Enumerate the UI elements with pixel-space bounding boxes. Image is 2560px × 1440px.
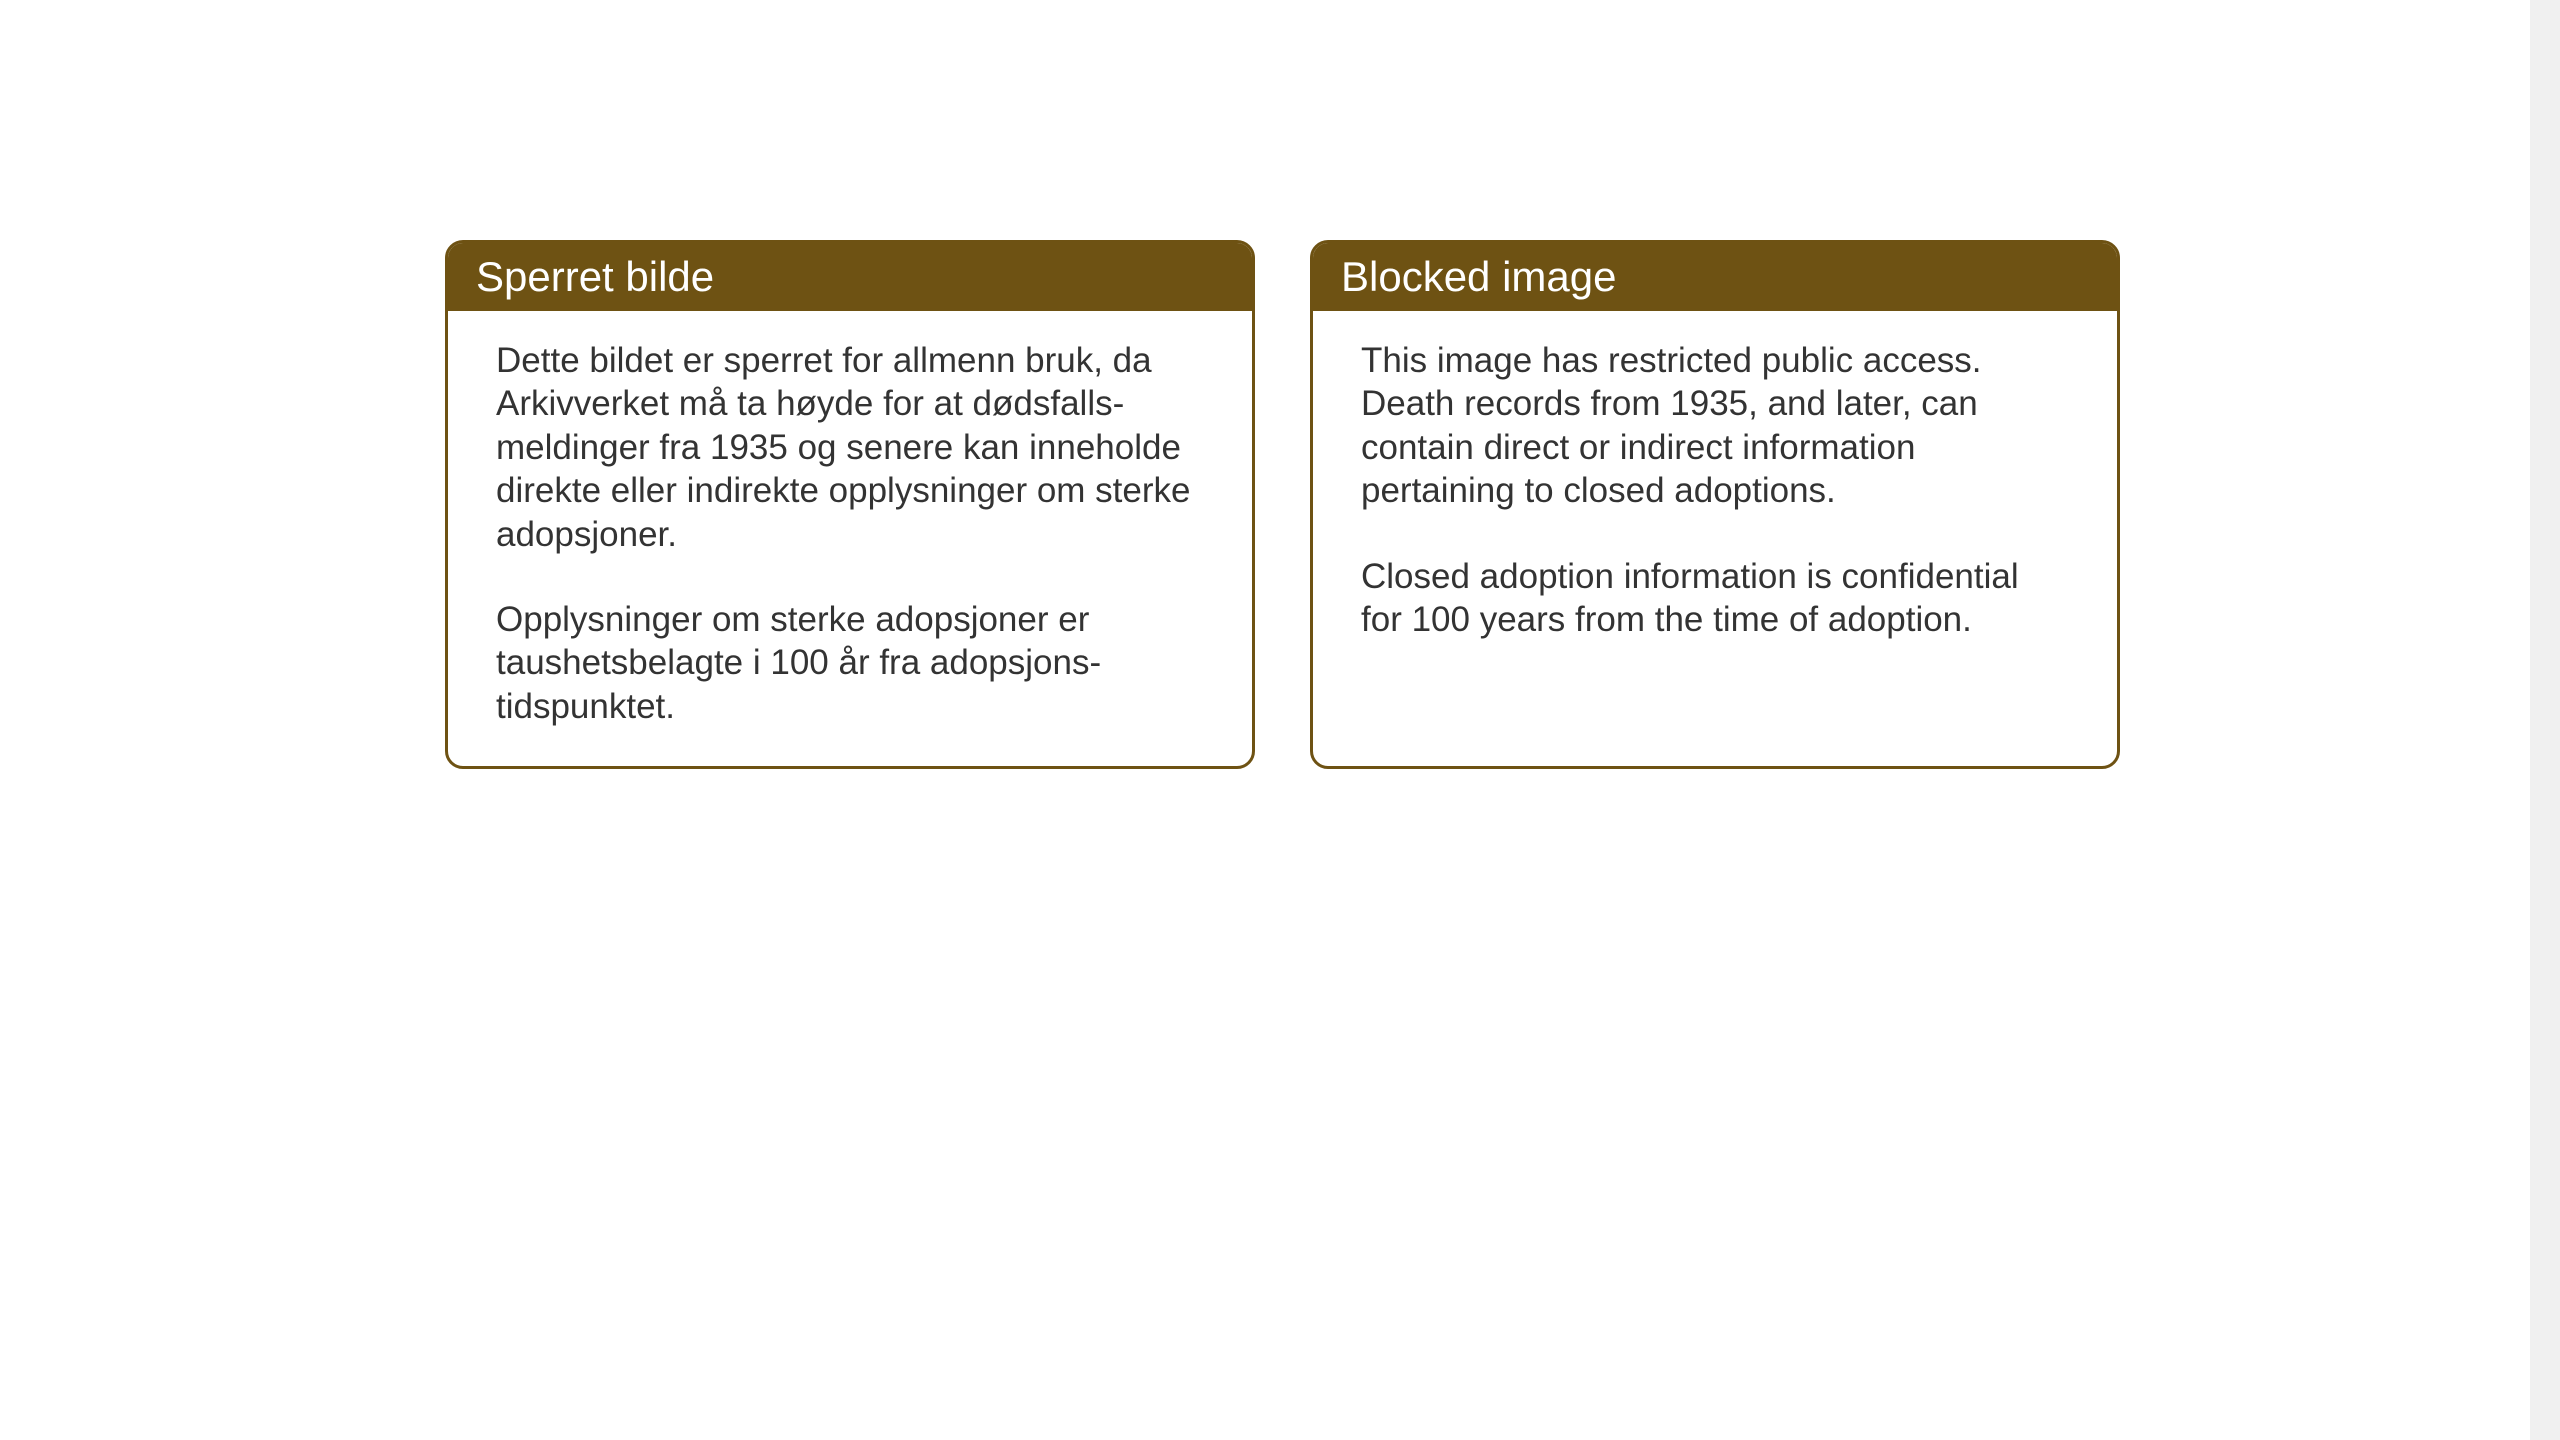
notice-body-english: This image has restricted public access.… (1313, 311, 2117, 679)
notice-paragraph: This image has restricted public access.… (1361, 339, 2069, 513)
notice-paragraph: Closed adoption information is confident… (1361, 555, 2069, 642)
notice-header-norwegian: Sperret bilde (448, 243, 1252, 311)
notice-paragraph: Dette bildet er sperret for allmenn bruk… (496, 339, 1204, 556)
notice-card-norwegian: Sperret bilde Dette bildet er sperret fo… (445, 240, 1255, 769)
notice-card-english: Blocked image This image has restricted … (1310, 240, 2120, 769)
notice-header-english: Blocked image (1313, 243, 2117, 311)
notice-body-norwegian: Dette bildet er sperret for allmenn bruk… (448, 311, 1252, 766)
notice-container: Sperret bilde Dette bildet er sperret fo… (445, 240, 2120, 769)
notice-paragraph: Opplysninger om sterke adopsjoner er tau… (496, 598, 1204, 728)
scrollbar-track[interactable] (2530, 0, 2560, 1440)
